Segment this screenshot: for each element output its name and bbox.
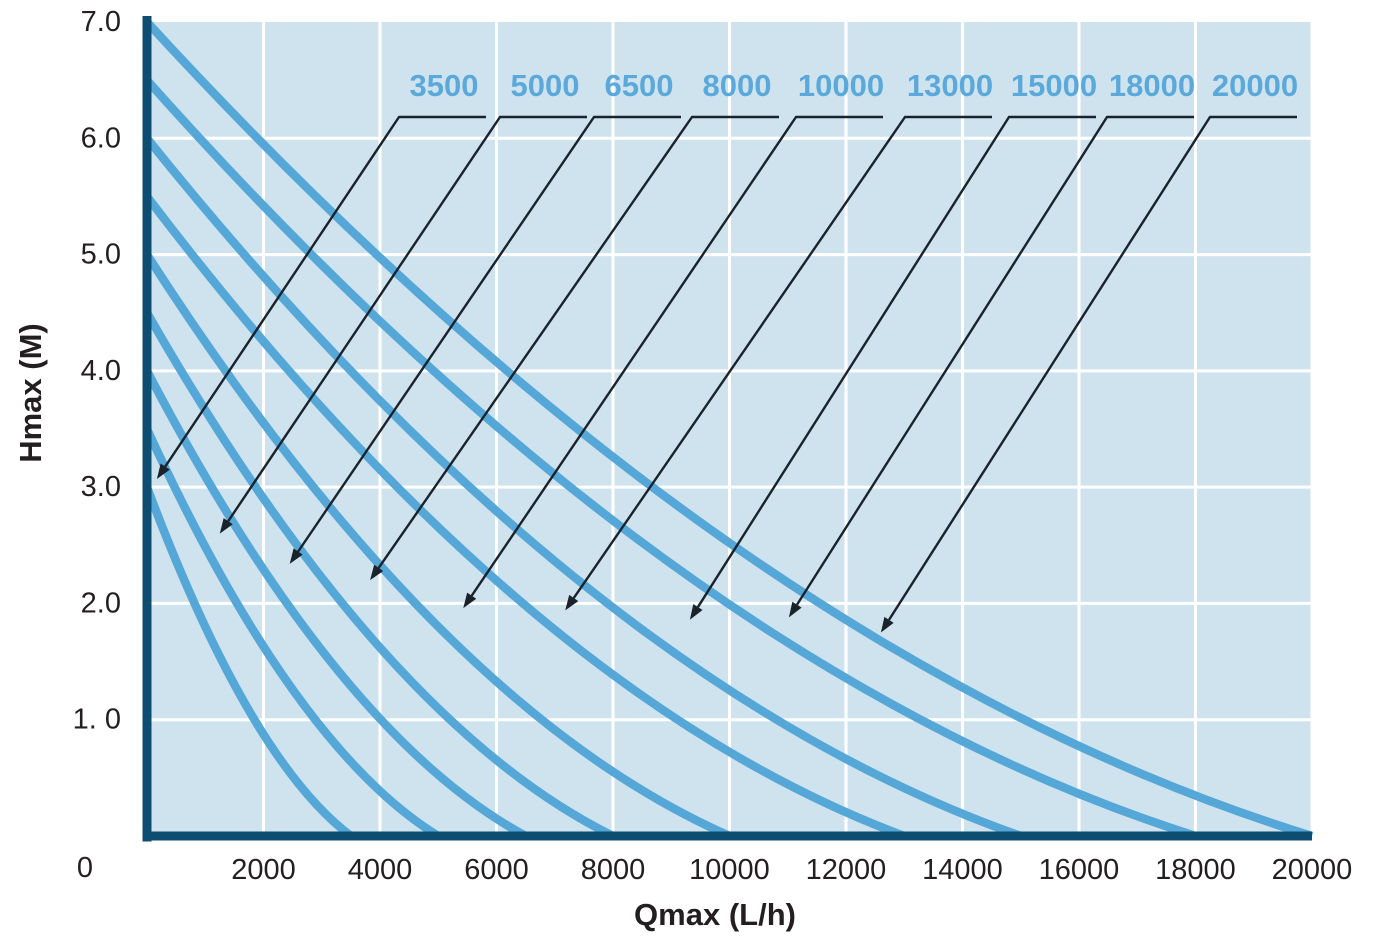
pump-curve-10000 [143,252,732,840]
series-label-5000: 5000 [511,68,580,103]
x-tick-16000: 16000 [1039,854,1120,886]
series-label-20000: 20000 [1212,68,1298,103]
pump-curve-3500 [143,485,354,840]
x-tick-10000: 10000 [689,854,770,886]
pump-curve-6500 [143,368,528,840]
callout-arrowhead-10000 [463,592,477,609]
callout-line-15000 [696,115,1096,608]
callout-arrowhead-6500 [289,548,303,564]
callout-arrowhead-3500 [156,463,170,480]
y-tick-6.0: 6.0 [81,122,121,154]
callout-line-8000 [377,115,779,569]
x-tick-2000: 2000 [231,854,296,886]
y-tick-3.0: 3.0 [81,471,121,503]
callout-line-5000 [227,115,587,522]
callout-line-18000 [795,115,1194,606]
pump-curve-5000 [143,427,441,840]
callout-line-6500 [297,115,681,553]
y-axis [142,16,152,842]
callout-arrowhead-18000 [788,601,802,618]
callout-arrowhead-13000 [565,594,579,611]
x-tick-18000: 18000 [1155,854,1236,886]
pump-curve-8000 [143,310,615,840]
x-tick-14000: 14000 [922,854,1003,886]
x-axis-title: Qmax (L/h) [634,897,796,932]
pump-curve-20000 [143,19,1314,841]
y-tick-2.0: 2.0 [81,587,121,619]
y-tick-1. 0: 1. 0 [73,704,121,736]
callout-arrowhead-15000 [689,604,703,620]
x-tick-12000: 12000 [806,854,887,886]
origin-label: 0 [77,852,93,884]
x-tick-20000: 20000 [1272,854,1353,886]
series-label-18000: 18000 [1109,68,1195,103]
y-axis-title: Hmax (M) [13,323,48,463]
series-label-6500: 6500 [605,68,674,103]
series-label-3500: 3500 [410,68,479,103]
callout-line-20000 [888,115,1297,621]
x-tick-4000: 4000 [348,854,413,886]
y-tick-5.0: 5.0 [81,239,121,271]
series-label-13000: 13000 [907,68,993,103]
y-tick-4.0: 4.0 [81,355,121,387]
series-label-10000: 10000 [798,68,884,103]
callout-arrowhead-5000 [219,518,233,534]
series-label-8000: 8000 [703,68,772,103]
callout-line-3500 [164,115,486,468]
pump-curve-13000 [143,193,906,840]
y-tick-7.0: 7.0 [81,6,121,38]
pump-curve-18000 [143,77,1197,841]
x-tick-6000: 6000 [464,854,529,886]
series-label-15000: 15000 [1011,68,1097,103]
callout-line-10000 [470,115,883,597]
x-axis [142,831,1312,841]
callout-line-13000 [572,115,992,599]
callout-arrowhead-8000 [370,564,384,581]
callout-arrowhead-20000 [880,616,894,633]
x-tick-8000: 8000 [581,854,646,886]
